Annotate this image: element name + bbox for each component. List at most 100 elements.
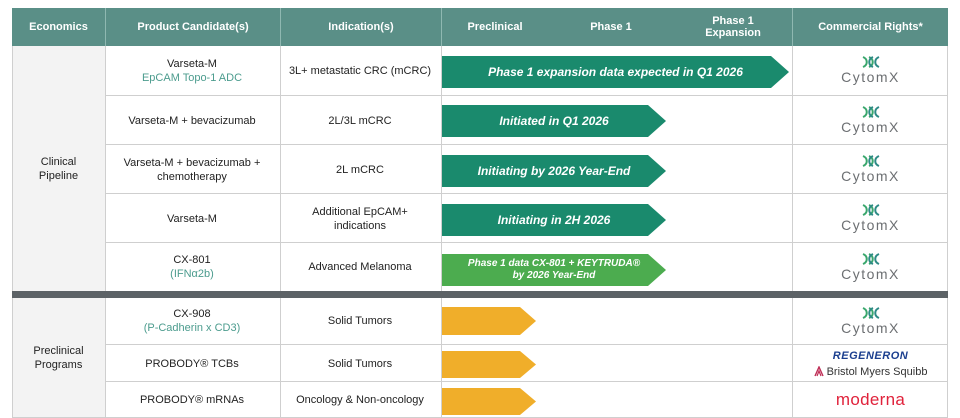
header-phase1-expansion: Phase 1 Expansion <box>674 8 792 46</box>
grid-line <box>105 144 948 145</box>
product-name: Varseta-M <box>167 212 217 225</box>
product-name: PROBODY® mRNAs <box>139 394 245 406</box>
cytomx-logo-icon <box>862 106 879 118</box>
product-cell: PROBODY® TCBs <box>105 345 279 382</box>
section-clinical-line1: Clinical <box>40 155 77 168</box>
grid-line <box>105 46 106 418</box>
header-economics: Economics <box>29 21 88 33</box>
status-arrow: Initiating by 2026 Year-End <box>442 155 666 187</box>
indication-cell: 2L/3L mCRC <box>280 96 440 145</box>
indication-cell: Solid Tumors <box>280 298 440 344</box>
header-phase1: Phase 1 <box>590 21 632 33</box>
indication-cell: Solid Tumors <box>280 345 440 382</box>
product-cell: CX-908 (P-Cadherin x CD3) <box>105 298 279 344</box>
status-arrow <box>442 388 536 415</box>
product-subtitle: EpCAM Topo-1 ADC <box>141 71 243 84</box>
grid-line <box>280 46 281 418</box>
status-arrow: Phase 1 data CX-801 + KEYTRUDA® by 2026 … <box>442 254 666 286</box>
status-arrow <box>442 307 536 335</box>
status-text: Phase 1 data CX-801 + KEYTRUDA® <box>467 258 641 269</box>
product-cell: Varseta-M + bevacizumab <box>105 96 279 145</box>
rights-holder: CytomX <box>841 265 900 282</box>
indication-text: 2L/3L mCRC <box>328 114 392 127</box>
product-name: Varseta-M + bevacizumab + <box>123 156 261 169</box>
moderna-wordmark: moderna <box>835 390 906 409</box>
product-cell: PROBODY® mRNAs <box>105 382 279 418</box>
cytomx-logo-icon <box>862 204 879 216</box>
grid-line <box>947 46 948 418</box>
product-cell: Varseta-M EpCAM Topo-1 ADC <box>105 46 279 95</box>
product-cell: CX-801 (IFNα2b) <box>105 243 279 291</box>
rights-holder: CytomX <box>841 217 900 233</box>
rights-holder: CytomX <box>841 69 900 85</box>
grid-line <box>105 344 948 345</box>
product-name: Varseta-M <box>167 57 217 70</box>
header-phase1-expansion-line2: Expansion <box>705 27 761 39</box>
status-arrow: Initiated in Q1 2026 <box>442 105 666 137</box>
economics-column-shade <box>12 46 105 418</box>
indication-cell: Additional EpCAM+ indications <box>280 194 440 243</box>
indication-text: Solid Tumors <box>327 315 393 327</box>
header-phase1-expansion-line1: Phase 1 <box>712 15 754 27</box>
section-clinical-line2: Pipeline <box>38 169 79 182</box>
grid-line <box>105 193 948 194</box>
bms-logo-icon <box>813 366 824 377</box>
indication-text-line2: indications <box>334 219 386 232</box>
product-name: CX-801 <box>173 254 211 266</box>
grid-line <box>105 95 948 96</box>
partner-logos: REGENERON Bristol Myers Squibb <box>793 345 948 382</box>
indication-cell: Advanced Melanoma <box>280 243 440 291</box>
cytomx-logo: CytomX <box>793 194 948 243</box>
grid-line <box>105 381 948 382</box>
rights-holder: CytomX <box>841 168 900 184</box>
product-name: Varseta-M + bevacizumab <box>128 114 256 127</box>
product-name: PROBODY® TCBs <box>145 357 239 370</box>
section-preclinical-line1: Preclinical <box>33 345 84 357</box>
indication-text: 2L mCRC <box>336 163 384 176</box>
product-subtitle: (P-Cadherin x CD3) <box>143 322 241 334</box>
cytomx-logo-icon <box>862 56 879 68</box>
indication-text: 3L+ metastatic CRC (mCRC) <box>288 64 432 77</box>
grid-line <box>12 46 13 418</box>
regeneron-logo: REGENERON <box>832 349 909 362</box>
cytomx-logo-icon <box>862 155 879 167</box>
product-cell: Varseta-M <box>105 194 279 243</box>
cytomx-logo-icon <box>862 252 879 265</box>
header-commercial-rights: Commercial Rights* <box>818 21 923 33</box>
cytomx-logo-icon <box>862 306 879 319</box>
indication-cell: 3L+ metastatic CRC (mCRC) <box>280 46 440 95</box>
grid-line <box>105 242 948 243</box>
section-preclinical-line2: Programs <box>34 359 83 371</box>
product-name: CX-908 <box>173 308 211 320</box>
rights-holder: CytomX <box>841 319 900 336</box>
indication-text: Solid Tumors <box>327 357 393 370</box>
bms-logo: Bristol Myers Squibb <box>813 365 928 378</box>
header-preclinical: Preclinical <box>467 21 523 33</box>
cytomx-logo: CytomX <box>793 145 948 194</box>
status-arrow: Initiating in 2H 2026 <box>442 204 666 236</box>
indication-text: Additional EpCAM+ <box>312 205 408 218</box>
header-product: Product Candidate(s) <box>137 21 249 33</box>
indication-text: Oncology & Non-oncology <box>296 394 424 406</box>
header-divider <box>105 8 106 46</box>
table-header: Economics Product Candidate(s) Indicatio… <box>12 8 948 46</box>
product-cell: Varseta-M + bevacizumab + chemotherapy <box>105 145 279 194</box>
cytomx-logo: CytomX <box>793 96 948 145</box>
grid-line <box>792 46 793 418</box>
header-divider <box>441 8 442 46</box>
header-divider <box>280 8 281 46</box>
product-subtitle: (IFNα2b) <box>170 268 214 280</box>
rights-holder: CytomX <box>841 119 900 135</box>
cytomx-logo: CytomX <box>793 46 948 95</box>
bms-wordmark: Bristol Myers Squibb <box>826 365 928 378</box>
header-indication: Indication(s) <box>328 21 394 33</box>
product-name-line2: chemotherapy <box>157 170 227 183</box>
moderna-logo: moderna <box>793 382 948 418</box>
cytomx-logo: CytomX <box>793 243 948 291</box>
indication-cell: 2L mCRC <box>280 145 440 194</box>
section-divider <box>12 291 948 298</box>
cytomx-logo: CytomX <box>793 298 948 344</box>
grid-line <box>441 46 442 418</box>
indication-cell: Oncology & Non-oncology <box>280 382 440 418</box>
